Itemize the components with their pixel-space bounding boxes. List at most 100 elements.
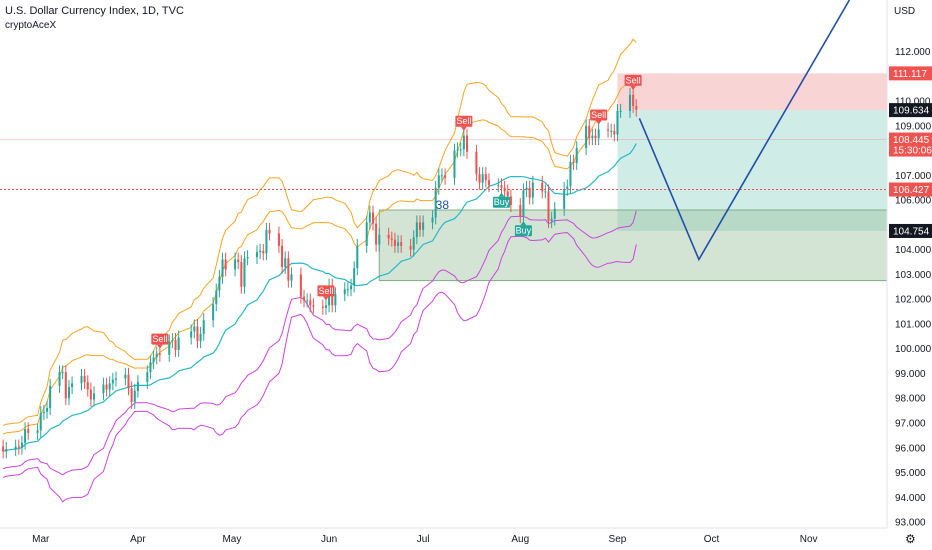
candle-body[interactable] xyxy=(215,290,218,305)
candle-body[interactable] xyxy=(105,384,108,390)
candle-body[interactable] xyxy=(550,218,553,222)
candle-body[interactable] xyxy=(221,259,224,277)
candle-body[interactable] xyxy=(440,175,443,177)
candle-body[interactable] xyxy=(136,382,139,391)
candle-body[interactable] xyxy=(130,388,133,402)
candle-body[interactable] xyxy=(259,250,262,253)
candle-body[interactable] xyxy=(528,187,531,198)
sell-signal[interactable] xyxy=(624,74,642,86)
candle-body[interactable] xyxy=(114,378,117,380)
candle-body[interactable] xyxy=(39,413,42,431)
candle-body[interactable] xyxy=(368,212,371,223)
candle-body[interactable] xyxy=(594,135,597,139)
candle-body[interactable] xyxy=(350,285,353,290)
candle-body[interactable] xyxy=(459,149,462,151)
candle-body[interactable] xyxy=(415,222,418,238)
candle-body[interactable] xyxy=(390,238,393,240)
candle-body[interactable] xyxy=(431,217,434,223)
candle-body[interactable] xyxy=(281,245,284,267)
candle-body[interactable] xyxy=(588,125,591,139)
candle-body[interactable] xyxy=(312,305,315,307)
candle-body[interactable] xyxy=(36,430,39,433)
candle-body[interactable] xyxy=(541,182,544,192)
candle-body[interactable] xyxy=(243,258,246,287)
candle-body[interactable] xyxy=(585,125,588,149)
candle-body[interactable] xyxy=(418,222,422,230)
candle-body[interactable] xyxy=(290,274,293,281)
candle-body[interactable] xyxy=(334,294,337,306)
candle-body[interactable] xyxy=(397,242,400,246)
candle-body[interactable] xyxy=(525,187,528,191)
sell-signal[interactable] xyxy=(151,333,169,345)
candle-body[interactable] xyxy=(400,242,403,246)
candle-body[interactable] xyxy=(67,387,70,399)
candle-body[interactable] xyxy=(371,212,374,224)
candle-body[interactable] xyxy=(17,446,20,448)
candle-body[interactable] xyxy=(422,222,425,230)
candle-body[interactable] xyxy=(93,393,96,400)
candle-body[interactable] xyxy=(80,375,83,384)
candle-body[interactable] xyxy=(155,353,158,358)
candle-body[interactable] xyxy=(575,148,578,163)
candle-body[interactable] xyxy=(168,341,171,355)
candle-body[interactable] xyxy=(324,305,327,308)
candle-body[interactable] xyxy=(306,300,309,302)
candle-body[interactable] xyxy=(393,239,396,246)
candle-body[interactable] xyxy=(531,182,534,198)
candle-body[interactable] xyxy=(152,357,155,363)
candle-body[interactable] xyxy=(456,149,459,151)
candle-body[interactable] xyxy=(177,337,180,350)
candle-body[interactable] xyxy=(111,379,114,384)
candle-body[interactable] xyxy=(2,446,5,452)
candle-body[interactable] xyxy=(5,448,8,452)
candle-body[interactable] xyxy=(212,304,215,321)
candle-body[interactable] xyxy=(484,174,487,181)
candle-body[interactable] xyxy=(49,385,52,409)
candle-body[interactable] xyxy=(619,110,622,112)
candle-body[interactable] xyxy=(356,245,359,269)
buy-signal[interactable] xyxy=(514,225,532,237)
candle-body[interactable] xyxy=(265,229,268,254)
candle-body[interactable] xyxy=(190,331,193,338)
candle-body[interactable] xyxy=(343,289,346,295)
candle-body[interactable] xyxy=(597,129,600,139)
candle-body[interactable] xyxy=(58,372,61,386)
candle-body[interactable] xyxy=(613,130,616,135)
sell-signal[interactable] xyxy=(590,109,608,121)
candle-body[interactable] xyxy=(434,187,437,218)
candle-body[interactable] xyxy=(591,135,594,139)
candle-body[interactable] xyxy=(299,274,302,297)
candle-body[interactable] xyxy=(465,135,469,152)
candle-body[interactable] xyxy=(240,262,243,287)
candle-body[interactable] xyxy=(193,326,196,332)
candle-body[interactable] xyxy=(481,174,484,183)
sell-signal[interactable] xyxy=(455,115,473,127)
candle-body[interactable] xyxy=(24,429,27,443)
candle-body[interactable] xyxy=(500,185,503,188)
candle-body[interactable] xyxy=(353,268,356,286)
candle-body[interactable] xyxy=(277,233,280,246)
candle-body[interactable] xyxy=(462,135,465,150)
candle-body[interactable] xyxy=(199,333,202,342)
candle-body[interactable] xyxy=(487,180,490,186)
candle-body[interactable] xyxy=(497,185,500,187)
candle-body[interactable] xyxy=(616,110,619,135)
candle-body[interactable] xyxy=(547,191,550,222)
candle-body[interactable] xyxy=(224,259,227,270)
candle-body[interactable] xyxy=(127,374,130,389)
candle-body[interactable] xyxy=(45,408,49,412)
candle-body[interactable] xyxy=(149,362,152,373)
candle-body[interactable] xyxy=(255,252,259,258)
candle-body[interactable] xyxy=(133,390,136,402)
candle-body[interactable] xyxy=(218,276,221,291)
candle-body[interactable] xyxy=(553,208,556,219)
candle-body[interactable] xyxy=(635,105,638,110)
candle-body[interactable] xyxy=(102,384,105,394)
candle-body[interactable] xyxy=(86,382,89,390)
candle-body[interactable] xyxy=(569,161,572,187)
candle-body[interactable] xyxy=(284,258,287,267)
candle-body[interactable] xyxy=(321,306,324,308)
candle-body[interactable] xyxy=(632,94,635,106)
candle-body[interactable] xyxy=(71,383,74,388)
candle-body[interactable] xyxy=(607,129,610,131)
